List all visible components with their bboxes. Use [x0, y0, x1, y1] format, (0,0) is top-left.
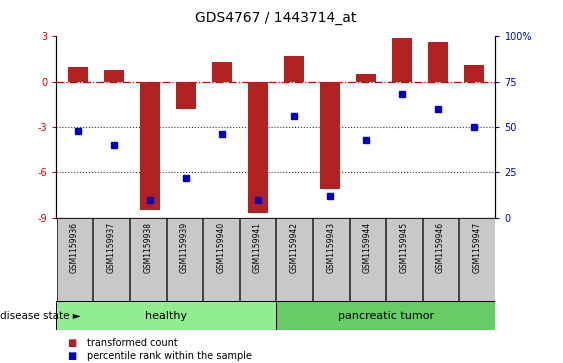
Text: GSM1159947: GSM1159947 — [473, 222, 481, 273]
Text: GSM1159946: GSM1159946 — [436, 222, 445, 273]
Bar — [313, 218, 348, 301]
Text: transformed count: transformed count — [87, 338, 178, 348]
Text: ■: ■ — [68, 351, 77, 362]
Bar — [356, 74, 376, 82]
Bar — [176, 82, 196, 109]
Text: GDS4767 / 1443714_at: GDS4767 / 1443714_at — [195, 11, 356, 25]
Text: pancreatic tumor: pancreatic tumor — [338, 311, 434, 321]
Bar — [248, 82, 268, 213]
Text: GSM1159943: GSM1159943 — [327, 222, 335, 273]
Bar — [104, 70, 124, 82]
Text: GSM1159942: GSM1159942 — [290, 222, 298, 273]
Bar — [203, 218, 239, 301]
Bar — [423, 218, 458, 301]
Bar — [140, 82, 160, 210]
Text: GSM1159936: GSM1159936 — [70, 222, 79, 273]
Bar — [93, 218, 129, 301]
Bar — [386, 218, 422, 301]
Bar — [459, 218, 495, 301]
Text: GSM1159940: GSM1159940 — [217, 222, 225, 273]
Bar — [392, 38, 412, 82]
Text: ■: ■ — [68, 338, 77, 348]
Text: GSM1159945: GSM1159945 — [400, 222, 408, 273]
Bar — [68, 66, 88, 82]
Bar — [240, 218, 275, 301]
Text: percentile rank within the sample: percentile rank within the sample — [87, 351, 252, 362]
Bar — [130, 218, 166, 301]
Bar — [350, 218, 385, 301]
Bar — [464, 65, 484, 82]
Text: GSM1159944: GSM1159944 — [363, 222, 372, 273]
Bar — [284, 56, 304, 82]
Bar — [428, 42, 448, 82]
Text: GSM1159939: GSM1159939 — [180, 222, 189, 273]
Text: disease state ►: disease state ► — [0, 311, 81, 321]
Text: GSM1159941: GSM1159941 — [253, 222, 262, 273]
Bar — [276, 301, 495, 330]
Bar — [212, 62, 232, 82]
Bar — [56, 301, 276, 330]
Bar — [320, 82, 339, 189]
Bar — [167, 218, 202, 301]
Bar — [276, 218, 312, 301]
Text: GSM1159938: GSM1159938 — [144, 222, 152, 273]
Text: healthy: healthy — [145, 311, 187, 321]
Text: GSM1159937: GSM1159937 — [107, 222, 115, 273]
Bar — [57, 218, 92, 301]
